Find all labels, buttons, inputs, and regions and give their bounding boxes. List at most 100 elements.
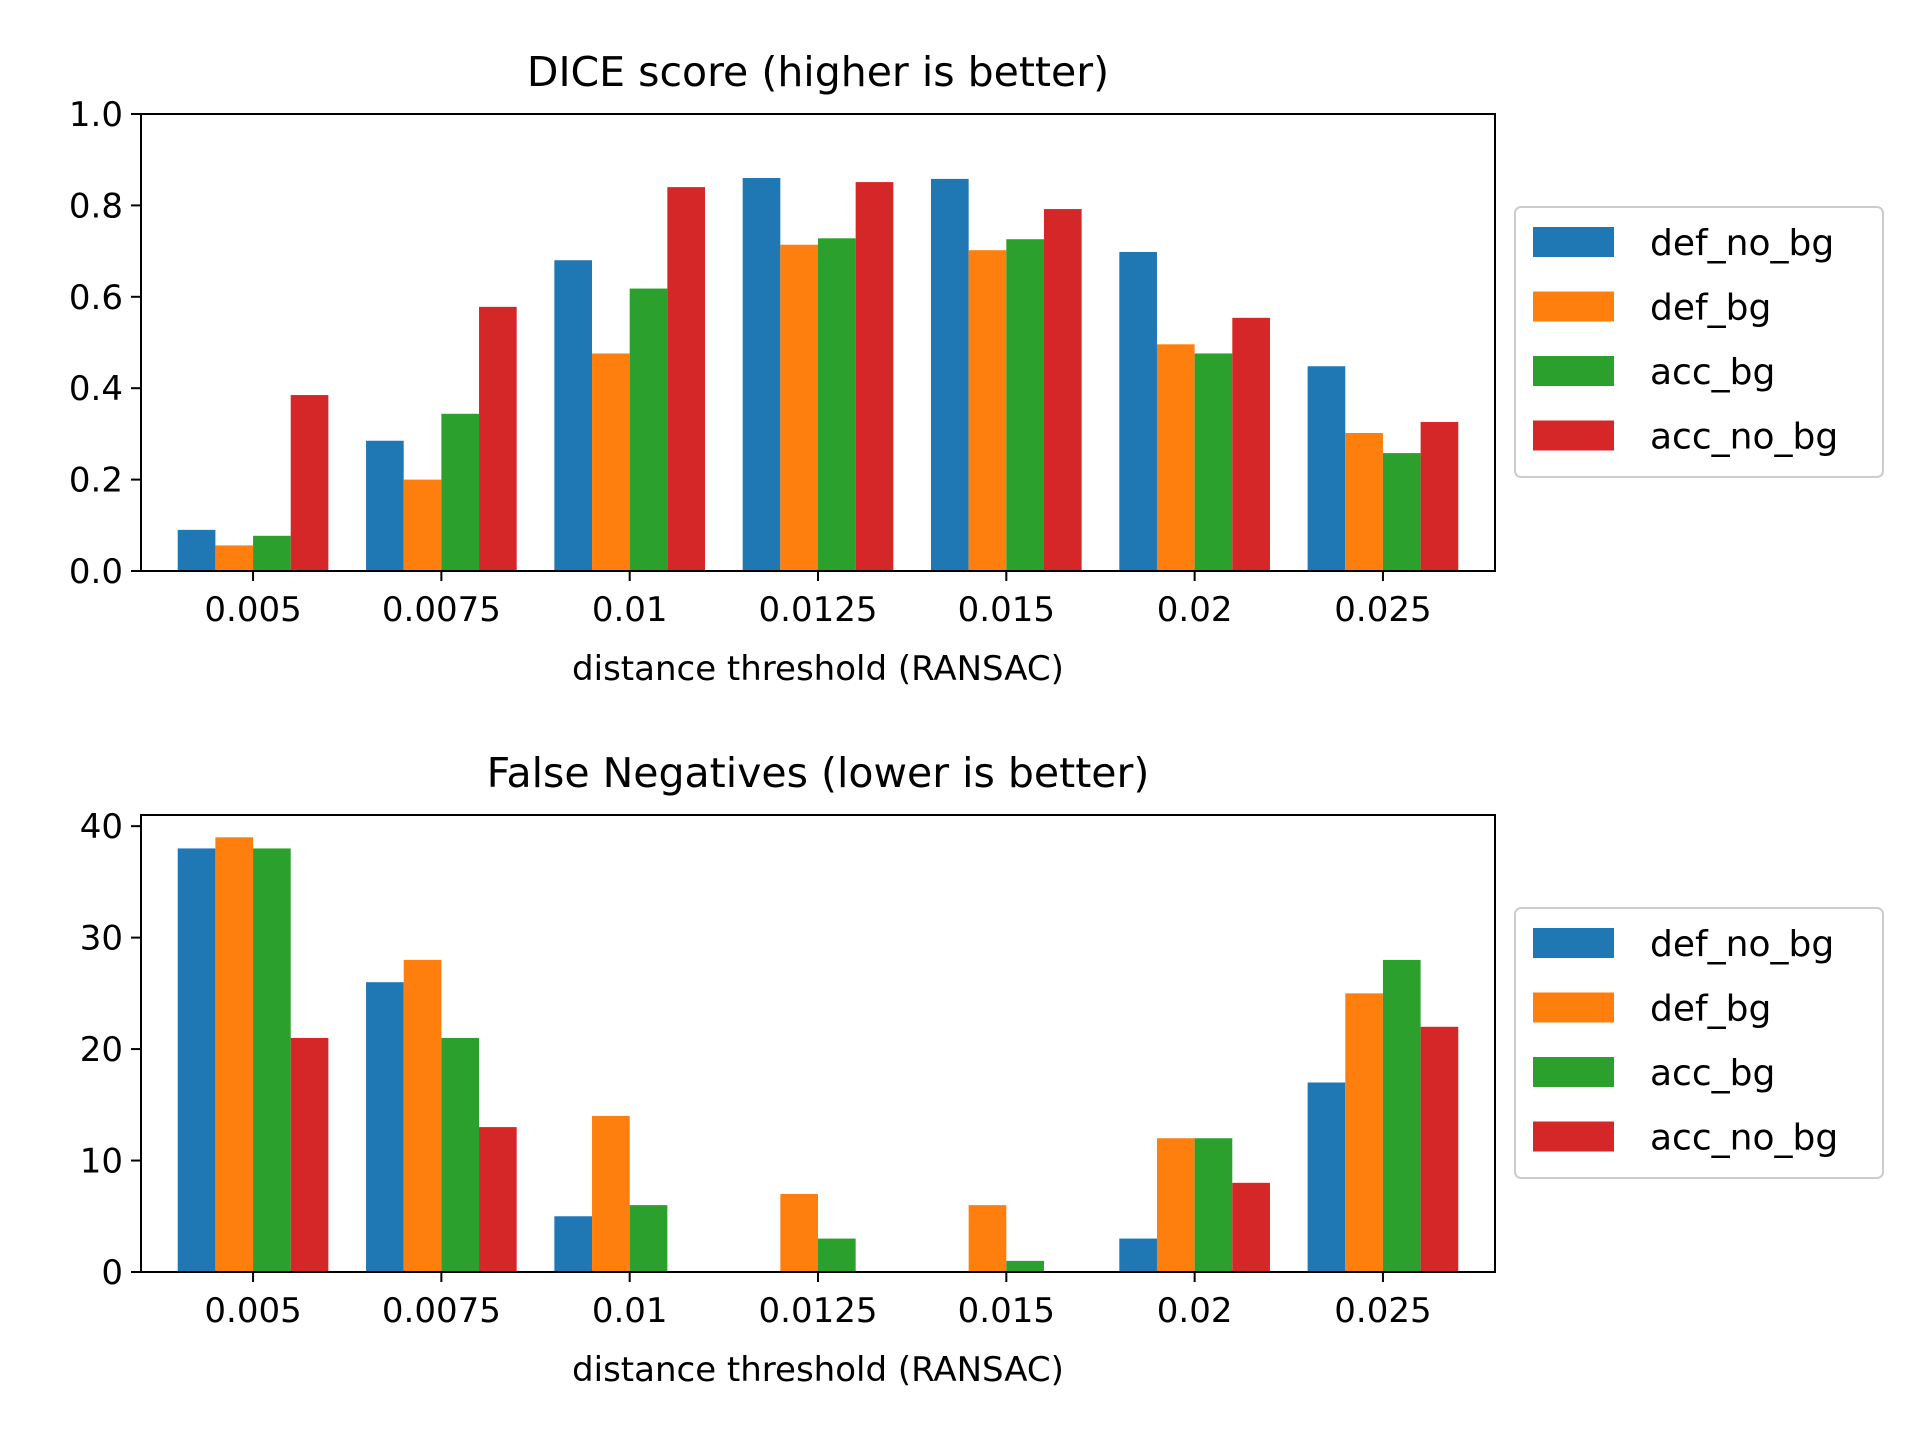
bar-def_bg-0.025: [1345, 993, 1383, 1272]
x-tick-label: 0.015: [958, 1291, 1055, 1331]
legend-swatch-def_bg: [1533, 992, 1614, 1023]
bar-acc_no_bg-0.0075: [479, 1127, 517, 1272]
bar-def_no_bg-0.01: [554, 260, 593, 571]
bar-acc_bg-0.0075: [441, 1037, 480, 1272]
y-tick-label: 0.6: [69, 278, 123, 318]
bar-acc_bg-0.015: [1006, 239, 1044, 571]
y-tick-label: 10: [80, 1142, 123, 1182]
bar-acc_bg-0.005: [253, 848, 291, 1272]
x-tick-label: 0.0075: [382, 1291, 501, 1331]
bar-acc_bg-0.0125: [818, 1238, 856, 1272]
bar-def_no_bg-0.0075: [366, 982, 404, 1272]
bar-def_bg-0.02: [1156, 344, 1195, 571]
bar-acc_bg-0.015: [1006, 1260, 1044, 1272]
bar-def_no_bg-0.02: [1119, 252, 1157, 571]
bar-def_bg-0.01: [592, 353, 630, 571]
x-axis-label: distance threshold (RANSAC): [572, 649, 1064, 689]
bar-def_no_bg-0.02: [1119, 1238, 1157, 1272]
x-tick-label: 0.0125: [759, 590, 878, 630]
bar-def_no_bg-0.0075: [366, 440, 404, 571]
legend-swatch-def_no_bg: [1533, 928, 1614, 958]
bar-def_bg-0.025: [1345, 432, 1383, 571]
legend-label-acc_bg: acc_bg: [1650, 352, 1775, 393]
bar-acc_no_bg-0.015: [1043, 209, 1082, 571]
x-tick-label: 0.015: [958, 590, 1055, 630]
bar-def_bg-0.0125: [780, 1193, 818, 1272]
bar-acc_bg-0.025: [1382, 959, 1421, 1272]
legend-swatch-acc_bg: [1533, 1057, 1614, 1087]
x-tick-label: 0.02: [1157, 1291, 1233, 1331]
legend-label-def_bg: def_bg: [1650, 288, 1771, 329]
x-tick-label: 0.025: [1334, 1291, 1431, 1331]
chart-panel-2: 0 10 20 30 40 0.005 0.0075 0.01 0.0125 0.015 0.02 0…: [80, 749, 1884, 1390]
bar-acc_bg-0.01: [629, 1205, 668, 1272]
bar-acc_no_bg-0.0125: [855, 182, 894, 571]
bar-acc_no_bg-0.01: [667, 187, 706, 571]
bar-def_no_bg-0.01: [554, 1216, 593, 1272]
bar-def_bg-0.015: [968, 250, 1007, 571]
x-tick-label: 0.005: [204, 590, 301, 630]
x-tick-label: 0.0125: [759, 1291, 878, 1331]
y-tick-label: 0.4: [69, 369, 123, 409]
bar-acc_no_bg-0.025: [1420, 422, 1459, 571]
x-tick-label: 0.01: [592, 590, 668, 630]
legend-swatch-def_bg: [1533, 291, 1614, 322]
legend-label-def_no_bg: def_no_bg: [1650, 223, 1834, 264]
bar-acc_bg-0.01: [629, 288, 668, 571]
bar-def_bg-0.005: [215, 545, 254, 571]
legend-label-def_no_bg: def_no_bg: [1650, 924, 1834, 965]
legend-label-acc_no_bg: acc_no_bg: [1650, 1118, 1838, 1159]
bar-acc_bg-0.0125: [818, 238, 856, 572]
legend-label-acc_no_bg: acc_no_bg: [1650, 417, 1838, 458]
x-tick-label: 0.025: [1334, 590, 1431, 630]
legend-swatch-def_no_bg: [1533, 227, 1614, 257]
legend-label-def_bg: def_bg: [1650, 989, 1771, 1030]
bar-def_bg-0.0075: [403, 479, 442, 571]
bar-acc_no_bg-0.005: [290, 395, 329, 571]
bar-def_no_bg-0.0125: [742, 177, 781, 572]
bar-acc_no_bg-0.005: [290, 1037, 329, 1272]
legend-swatch-acc_bg: [1533, 356, 1614, 386]
legend: def_no_bg def_bg acc_bg acc_no_bg: [1514, 907, 1884, 1179]
y-tick-label: 1.0: [69, 95, 123, 135]
bar-def_no_bg-0.005: [177, 848, 216, 1272]
legend-box: [1514, 206, 1884, 478]
y-tick-label: 0: [101, 1253, 123, 1293]
bar-def_no_bg-0.025: [1307, 1082, 1346, 1272]
x-axis-label: distance threshold (RANSAC): [572, 1350, 1064, 1390]
y-tick-label: 0.0: [69, 552, 123, 592]
bar-def_no_bg-0.025: [1307, 366, 1346, 571]
bar-def_no_bg-0.015: [930, 178, 969, 571]
y-tick-label: 40: [80, 807, 123, 847]
y-tick-label: 30: [80, 919, 123, 959]
bar-acc_bg-0.025: [1382, 453, 1421, 571]
bar-acc_bg-0.02: [1194, 353, 1233, 571]
y-tick-label: 0.2: [69, 461, 123, 501]
bar-acc_bg-0.005: [253, 535, 291, 571]
bar-acc_bg-0.0075: [441, 413, 480, 571]
x-tick-label: 0.01: [592, 1291, 668, 1331]
legend-label-acc_bg: acc_bg: [1650, 1053, 1775, 1094]
bar-def_no_bg-0.005: [177, 529, 216, 571]
bar-def_bg-0.005: [215, 837, 254, 1272]
x-tick-label: 0.005: [204, 1291, 301, 1331]
chart-title: DICE score (higher is better): [527, 48, 1109, 96]
chart-title: False Negatives (lower is better): [487, 749, 1150, 797]
bar-acc_no_bg-0.02: [1232, 317, 1270, 571]
y-tick-label: 20: [80, 1030, 123, 1070]
bar-acc_no_bg-0.02: [1232, 1182, 1270, 1272]
y-tick-label: 0.8: [69, 186, 123, 226]
bar-def_bg-0.015: [968, 1205, 1007, 1272]
legend-swatch-acc_no_bg: [1533, 1121, 1614, 1152]
legend-swatch-acc_no_bg: [1533, 420, 1614, 451]
bar-acc_no_bg-0.025: [1420, 1026, 1459, 1272]
x-tick-label: 0.0075: [382, 590, 501, 630]
bar-def_bg-0.0125: [780, 244, 818, 571]
legend-box: [1514, 907, 1884, 1179]
bar-def_bg-0.0075: [403, 959, 442, 1272]
bar-def_bg-0.02: [1156, 1138, 1195, 1272]
bar-acc_bg-0.02: [1194, 1138, 1233, 1272]
bar-def_bg-0.01: [592, 1115, 630, 1272]
